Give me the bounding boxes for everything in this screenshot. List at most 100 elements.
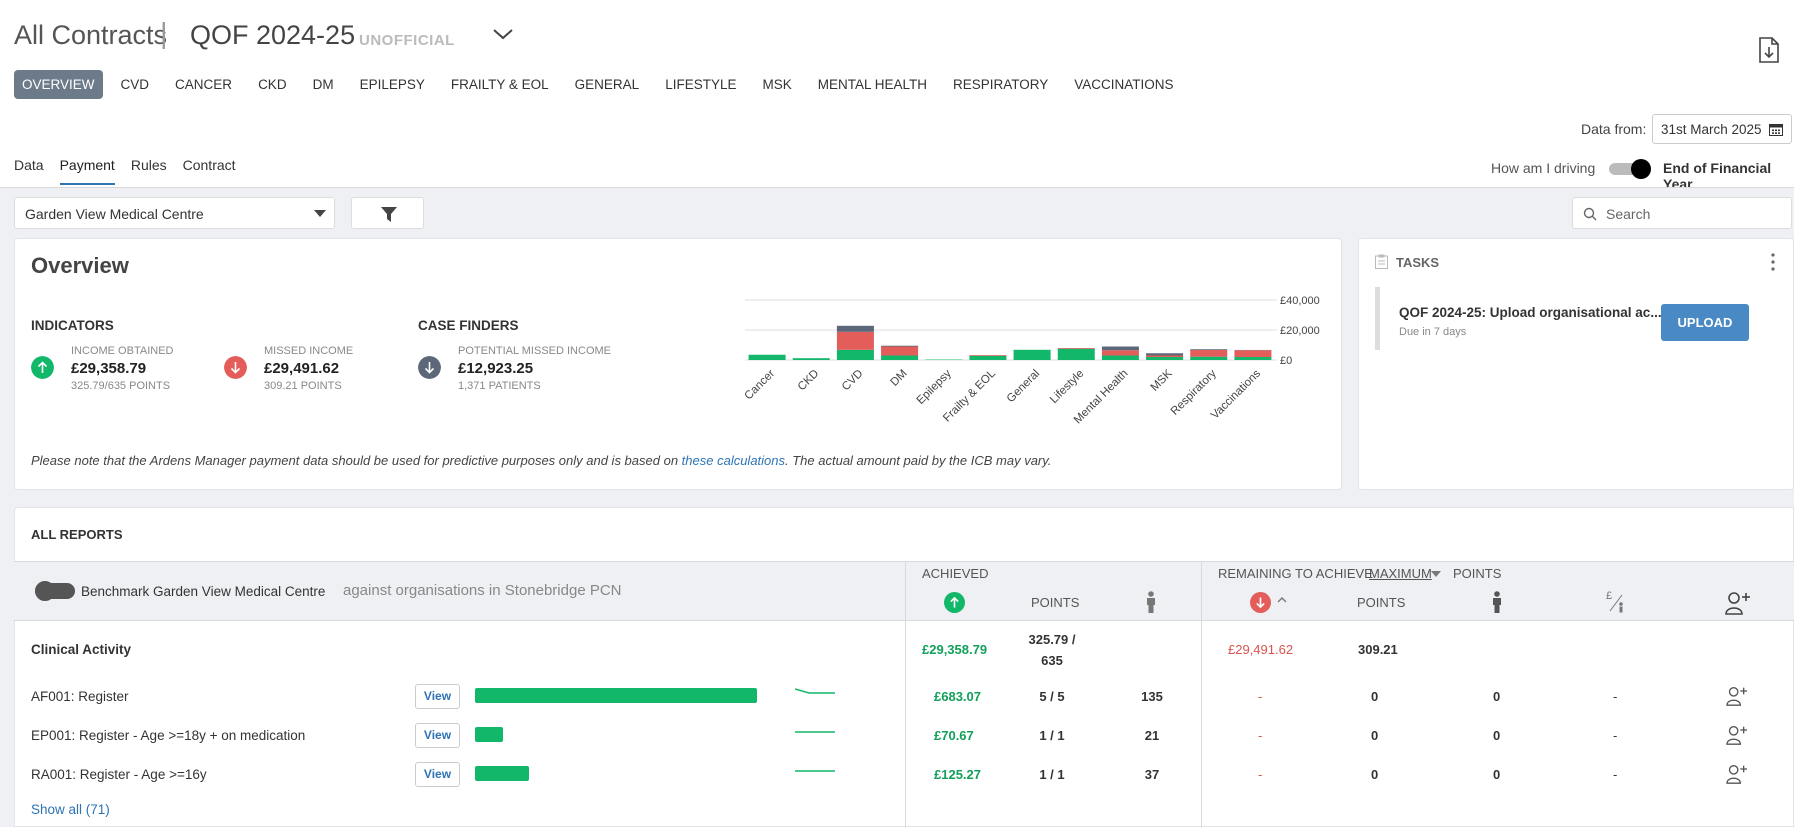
- row-per-patient: -: [1613, 767, 1618, 782]
- add-person-icon[interactable]: [1726, 764, 1748, 784]
- bar-segment[interactable]: [1146, 357, 1184, 360]
- person-icon: [1493, 591, 1501, 613]
- caret-down-icon[interactable]: [1431, 571, 1441, 577]
- bar-segment[interactable]: [881, 355, 919, 361]
- row-achieved: £70.67: [934, 728, 974, 743]
- benchmark-toggle[interactable]: [35, 581, 77, 601]
- view-button[interactable]: View: [415, 762, 460, 787]
- bar-segment[interactable]: [881, 345, 919, 347]
- tab-payment[interactable]: Payment: [59, 157, 115, 185]
- bar-segment[interactable]: [748, 354, 786, 360]
- bar-segment[interactable]: [792, 358, 830, 360]
- tab-rules[interactable]: Rules: [130, 157, 167, 173]
- tab-contract[interactable]: Contract: [182, 157, 236, 173]
- missed-income-points: 309.21 POINTS: [264, 380, 342, 392]
- bar-segment[interactable]: [969, 355, 1007, 360]
- search-icon: [1583, 207, 1597, 221]
- tab-data[interactable]: Data: [14, 157, 44, 173]
- x-tick-label: General: [1005, 368, 1042, 405]
- bar-segment[interactable]: [1190, 349, 1228, 350]
- view-button[interactable]: View: [415, 723, 460, 748]
- payment-note: Please note that the Ardens Manager paym…: [31, 453, 1051, 468]
- practice-select-value: Garden View Medical Centre: [25, 206, 204, 222]
- tab-general[interactable]: GENERAL: [574, 77, 640, 92]
- page-title: All Contracts: [14, 20, 168, 50]
- row-points: 1 / 1: [1039, 767, 1065, 782]
- row-remaining-patients: 0: [1493, 689, 1501, 704]
- tab-msk[interactable]: MSK: [762, 77, 792, 92]
- tasks-heading: TASKS: [1396, 255, 1440, 270]
- arrow-down-icon: [224, 356, 247, 379]
- progress-bar: [475, 727, 503, 742]
- trend-sparkline: [795, 688, 835, 694]
- add-person-icon[interactable]: [1726, 725, 1748, 745]
- all-reports-heading: ALL REPORTS: [31, 527, 123, 542]
- summary-achieved: £29,358.79: [922, 642, 988, 657]
- bar-segment[interactable]: [1057, 348, 1095, 349]
- bar-segment[interactable]: [1234, 350, 1272, 357]
- y-tick-label: £0: [1280, 355, 1292, 367]
- sort-up-icon[interactable]: [1277, 596, 1287, 603]
- calendar-icon: [1769, 124, 1783, 136]
- driving-toggle[interactable]: [1609, 159, 1651, 179]
- trend-sparkline: [795, 770, 835, 772]
- bar-segment[interactable]: [1101, 350, 1139, 356]
- show-all-link[interactable]: Show all (71): [31, 802, 110, 817]
- bar-segment[interactable]: [1013, 349, 1051, 360]
- bar-segment[interactable]: [1190, 349, 1228, 357]
- tab-dm[interactable]: DM: [312, 77, 334, 92]
- svg-text:£: £: [1606, 590, 1612, 602]
- bar-segment[interactable]: [881, 346, 919, 356]
- tab-vaccinations[interactable]: VACCINATIONS: [1074, 77, 1174, 92]
- tab-cvd[interactable]: CVD: [120, 77, 150, 92]
- bar-segment[interactable]: [836, 325, 874, 332]
- add-person-icon[interactable]: [1726, 686, 1748, 706]
- title-separator: |: [160, 18, 168, 50]
- tab-epilepsy[interactable]: EPILEPSY: [359, 77, 425, 92]
- tab-ckd[interactable]: CKD: [258, 77, 287, 92]
- tab-mental-health[interactable]: MENTAL HEALTH: [817, 77, 928, 92]
- bar-segment[interactable]: [1057, 348, 1095, 360]
- these-calculations-link[interactable]: these calculations: [681, 453, 786, 468]
- data-from-date-picker[interactable]: 31st March 2025: [1652, 114, 1792, 144]
- how-am-i-driving-label: How am I driving: [1491, 160, 1596, 176]
- bar-segment[interactable]: [1146, 353, 1184, 356]
- tab-frailty-eol[interactable]: FRAILTY & EOL: [450, 77, 549, 92]
- row-remaining-points: 0: [1371, 767, 1379, 782]
- maximum-dropdown[interactable]: MAXIMUM: [1369, 566, 1432, 581]
- row-remaining-points: 0: [1371, 689, 1379, 704]
- filter-button[interactable]: [351, 197, 424, 229]
- bar-segment[interactable]: [836, 331, 874, 350]
- tab-overview[interactable]: OVERVIEW: [14, 70, 103, 99]
- arrow-up-icon: [944, 592, 965, 613]
- potential-missed-label: POTENTIAL MISSED INCOME: [458, 345, 612, 357]
- achieved-points-heading: POINTS: [1031, 595, 1080, 610]
- more-options-icon[interactable]: [1770, 252, 1776, 272]
- remaining-heading: REMAINING TO ACHIEVE: [1218, 566, 1373, 581]
- tab-lifestyle[interactable]: LIFESTYLE: [665, 77, 737, 92]
- bar-segment[interactable]: [1101, 346, 1139, 351]
- bar-segment[interactable]: [836, 349, 874, 360]
- bar-segment[interactable]: [1146, 355, 1184, 358]
- remaining-points-heading: POINTS: [1453, 566, 1502, 581]
- x-tick-label: CKD: [796, 368, 822, 394]
- practice-select[interactable]: Garden View Medical Centre: [14, 197, 335, 229]
- x-tick-label: MSK: [1149, 367, 1175, 393]
- upload-button[interactable]: UPLOAD: [1661, 304, 1749, 341]
- chevron-down-icon[interactable]: [492, 26, 514, 42]
- tab-cancer[interactable]: CANCER: [175, 77, 233, 92]
- tab-respiratory[interactable]: RESPIRATORY: [953, 77, 1049, 92]
- add-person-icon[interactable]: [1725, 591, 1751, 615]
- bar-segment[interactable]: [1190, 356, 1228, 360]
- bar-segment[interactable]: [1234, 357, 1272, 360]
- summary-points: 325.79 /: [1028, 632, 1076, 647]
- remaining-points-col-heading: POINTS: [1357, 595, 1406, 610]
- row-patients: 37: [1144, 767, 1160, 782]
- task-title: QOF 2024-25: Upload organisational ac...: [1399, 305, 1662, 320]
- export-document-icon[interactable]: [1757, 36, 1781, 64]
- bar-segment[interactable]: [969, 355, 1007, 356]
- x-tick-label: DM: [889, 368, 910, 389]
- search-input[interactable]: Search: [1572, 197, 1792, 229]
- bar-segment[interactable]: [1101, 355, 1139, 361]
- view-button[interactable]: View: [415, 684, 460, 709]
